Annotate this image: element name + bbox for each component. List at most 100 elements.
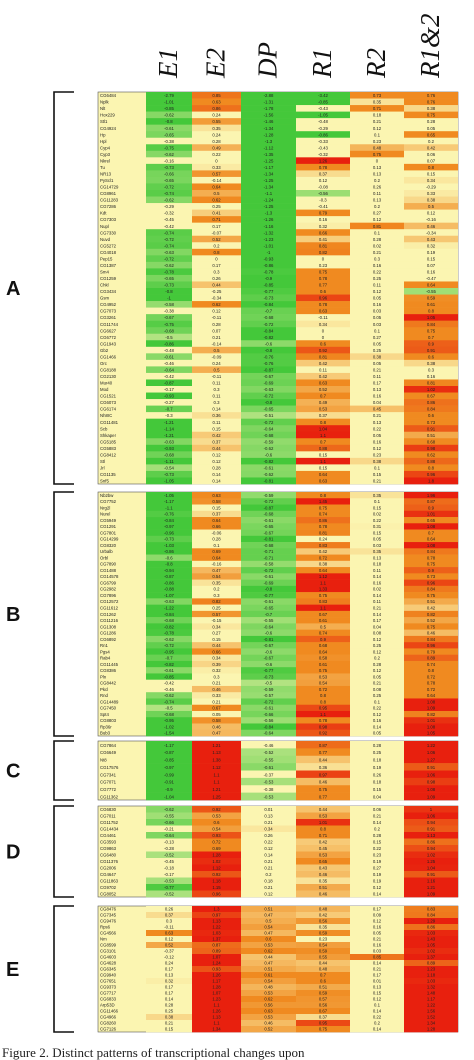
heatmap-cell xyxy=(404,598,458,605)
gene-label: Hpl xyxy=(100,139,106,144)
gene-label: CG7011 xyxy=(100,814,116,819)
heatmap-cell xyxy=(404,912,458,919)
cell-value: -0.53 xyxy=(264,780,274,785)
cell-value: -0.6 xyxy=(165,555,173,560)
heatmap-cell xyxy=(192,864,241,872)
heatmap-cell xyxy=(241,333,296,341)
cell-value: 0.15 xyxy=(319,452,328,457)
cell-value: -0.52 xyxy=(264,750,274,755)
cell-value: -0.65 xyxy=(264,524,274,529)
heatmap-cell xyxy=(146,222,192,230)
heatmap-cell xyxy=(192,604,241,612)
cell-value: -0.5 xyxy=(265,681,273,686)
cell-value: 0.12 xyxy=(373,997,382,1002)
gene-label: CG4461 xyxy=(100,833,117,838)
heatmap-cell xyxy=(350,877,404,885)
cell-value: 0.24 xyxy=(212,361,221,366)
cell-value: -1.25 xyxy=(264,158,274,163)
cell-value: 0.79 xyxy=(427,649,436,654)
heatmap-cell xyxy=(146,203,192,210)
cell-value: -0.57 xyxy=(264,693,274,698)
heatmap-cell xyxy=(146,924,192,931)
heatmap-cell xyxy=(192,984,241,991)
heatmap-cell xyxy=(404,248,458,256)
heatmap-cell xyxy=(241,936,296,943)
cell-value: 0.82 xyxy=(427,612,436,617)
heatmap-row: Gsm -1 -0.34 -0.73 0.96 0.05 0.59 xyxy=(100,294,458,302)
heatmap-cell xyxy=(296,386,350,393)
gene-label: CG1135 xyxy=(100,472,116,477)
heatmap-cell xyxy=(296,623,350,630)
heatmap-cell xyxy=(192,554,241,562)
cell-value: 0.12 xyxy=(373,217,382,222)
cell-value: 1.28 xyxy=(212,853,221,858)
heatmap-cell xyxy=(350,936,404,943)
cell-value: 0.13 xyxy=(373,198,382,203)
heatmap-cell xyxy=(192,723,241,731)
heatmap-cell xyxy=(241,598,296,605)
cell-value: 0.33 xyxy=(212,165,221,170)
heatmap-cell xyxy=(296,523,350,530)
cell-value: -0.38 xyxy=(164,139,174,144)
cell-value: -0.68 xyxy=(264,433,274,438)
cell-value: 0.57 xyxy=(212,612,221,617)
cell-value: 1.28 xyxy=(427,1027,436,1032)
heatmap-cell xyxy=(192,392,241,400)
heatmap-cell xyxy=(296,785,350,793)
gene-label: Shkaper xyxy=(100,433,117,438)
cell-value: 0.35 xyxy=(373,493,382,498)
heatmap-cell xyxy=(192,567,241,574)
heatmap-row: CG1286 -0.78 0.27 -0.6 0.74 0.08 0.46 xyxy=(100,629,458,637)
cell-value: 0.16 xyxy=(319,217,328,222)
cell-value: 0.15 xyxy=(373,840,382,845)
heatmap-cell xyxy=(146,320,192,328)
heatmap-cell xyxy=(350,366,404,374)
heatmap-row: CG1521 -0.93 0.11 -0.72 0.7 0.16 0.67 xyxy=(100,392,458,400)
heatmap-cell xyxy=(296,405,350,413)
cell-value: 1 xyxy=(430,807,433,812)
heatmap-cell xyxy=(296,692,350,699)
heatmap-cell xyxy=(192,190,241,197)
cell-value: 0.64 xyxy=(319,472,328,477)
heatmap-cell xyxy=(241,723,296,731)
heatmap-row: CG7073 -0.38 0.12 -0.7 0.63 0.03 0.8 xyxy=(100,307,458,315)
cell-value: 0.62 xyxy=(264,997,273,1002)
cell-value: -1.56 xyxy=(264,113,274,118)
cell-value: 0.21 xyxy=(373,367,382,372)
heatmap-cell xyxy=(146,183,192,191)
gene-label: CG1521 xyxy=(100,394,117,399)
cell-value: -0.62 xyxy=(164,152,174,157)
cell-value: 0.97 xyxy=(212,913,221,918)
heatmap-row: CG7801 -0.96 -0.06 -0.67 0.81 0.15 0.7 xyxy=(100,529,458,537)
heatmap-cell xyxy=(404,157,458,165)
heatmap-cell xyxy=(296,418,350,426)
cell-value: -0.64 xyxy=(164,367,174,372)
cell-value: 0.81 xyxy=(427,381,436,386)
heatmap-cell xyxy=(296,492,350,499)
cell-value: 0.53 xyxy=(264,991,273,996)
heatmap-cell xyxy=(241,359,296,367)
heatmap-cell xyxy=(192,755,241,764)
heatmap-cell xyxy=(404,741,458,749)
heatmap-cell xyxy=(192,301,241,308)
heatmap-row: CG4647 -0.17 0.92 0.2 0.46 0.19 0.91 xyxy=(100,871,458,878)
heatmap-cell xyxy=(192,729,241,737)
heatmap-row: CG8599 0.52 0.87 0.53 0.54 0.16 1.05 xyxy=(100,942,458,949)
cell-value: 0.93 xyxy=(212,833,221,838)
cell-value: -0.84 xyxy=(264,724,274,729)
heatmap-cell xyxy=(404,717,458,724)
gene-label: Nkrel xyxy=(100,158,110,163)
cell-value: -0.21 xyxy=(164,827,174,832)
cell-value: 0.16 xyxy=(427,374,436,379)
heatmap-cell xyxy=(350,648,404,655)
heatmap-cell xyxy=(241,825,296,833)
heatmap-cell xyxy=(404,710,458,718)
gene-label: Pgs4 xyxy=(100,649,110,654)
heatmap-cell xyxy=(350,845,404,852)
heatmap-cell xyxy=(404,1026,458,1033)
cell-value: -0.74 xyxy=(164,230,174,235)
heatmap-cell xyxy=(296,548,350,555)
gene-label: CG11283 xyxy=(100,198,119,203)
heatmap-cell xyxy=(241,610,296,618)
